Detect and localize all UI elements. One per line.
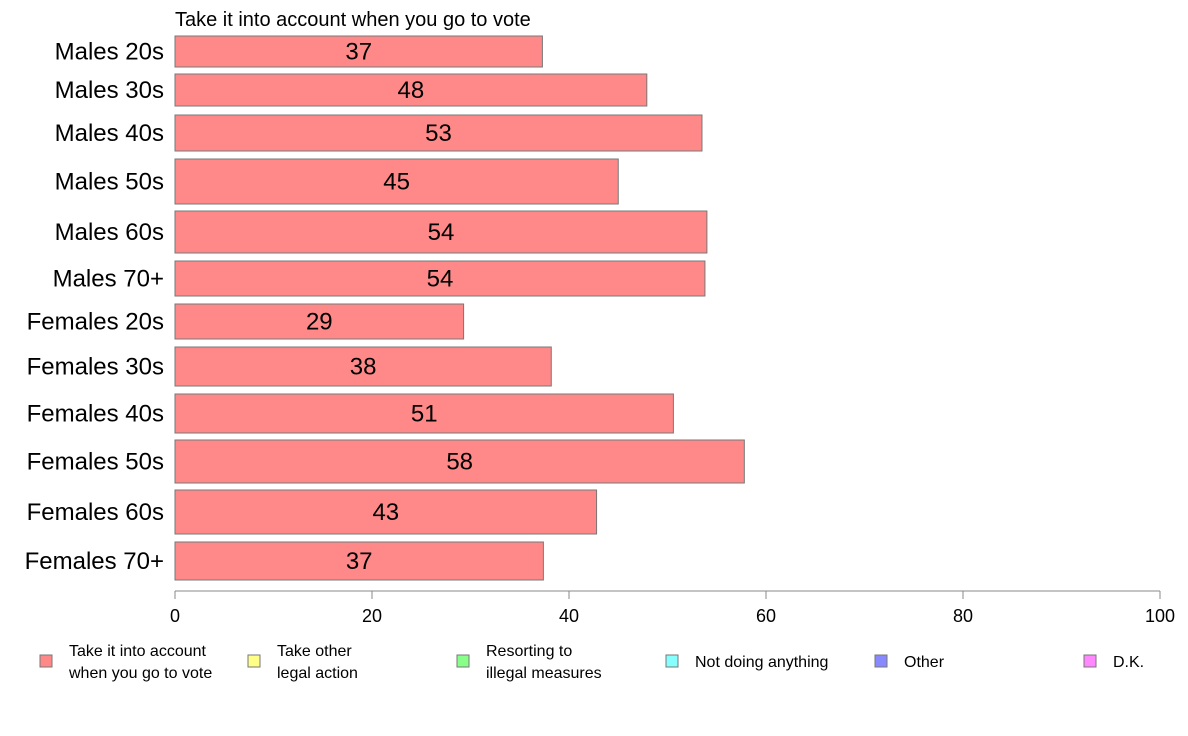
legend-label: Resorting to illegal measures	[486, 643, 602, 682]
bar-segment	[174, 260, 706, 297]
data-label: 54	[428, 219, 455, 246]
legend-label: Take it into account when you go to vote	[68, 643, 212, 682]
x-tick-label: 40	[559, 606, 579, 626]
legend-label: Take other legal action	[277, 643, 358, 682]
category-label: Females 40s	[27, 401, 164, 428]
legend-label: Other	[904, 654, 945, 671]
bar-segment	[174, 346, 552, 387]
x-tick-label: 80	[953, 606, 973, 626]
x-axis: 0 20 40 60 80 100	[170, 590, 1175, 626]
bar-segment	[174, 158, 619, 205]
bar-segment	[174, 541, 544, 581]
legend-swatch	[39, 654, 53, 668]
category-label: Females 30s	[27, 354, 164, 381]
data-label: 29	[306, 309, 333, 336]
category-label: Females 70+	[25, 548, 164, 575]
legend-swatch	[247, 654, 261, 668]
x-tick-label: 20	[362, 606, 382, 626]
data-label: 43	[372, 499, 399, 526]
category-label: Females 50s	[27, 449, 164, 476]
bars: Males 20s 37 Males 30s 48 Males 40s 53 Males 5…	[25, 35, 745, 581]
x-tick-label: 100	[1145, 606, 1175, 626]
data-label: 53	[425, 120, 452, 147]
data-label: 37	[345, 39, 372, 66]
legend: Take it into account when you go to vote T…	[39, 643, 1144, 682]
x-tick-label: 60	[756, 606, 776, 626]
legend-label: D.K.	[1113, 654, 1144, 671]
category-label: Males 40s	[55, 120, 164, 147]
data-label: 48	[398, 77, 425, 104]
category-label: Males 60s	[55, 219, 164, 246]
data-label: 51	[411, 401, 438, 428]
series-header: Take it into account when you go to vote	[175, 9, 531, 31]
bar-segment	[174, 210, 708, 254]
category-label: Males 20s	[55, 39, 164, 66]
x-tick-label: 0	[170, 606, 180, 626]
data-label: 38	[350, 354, 377, 381]
bar-segment	[174, 73, 648, 107]
category-label: Females 20s	[27, 309, 164, 336]
data-label: 54	[427, 266, 454, 293]
data-label: 37	[346, 548, 373, 575]
bar-segment	[174, 35, 543, 68]
bar-segment	[174, 303, 465, 340]
category-label: Males 50s	[55, 169, 164, 196]
category-label: Males 30s	[55, 77, 164, 104]
legend-swatch	[456, 654, 470, 668]
bar-segment	[174, 393, 674, 434]
data-label: 45	[383, 169, 410, 196]
data-label: 58	[446, 449, 473, 476]
category-label: Males 70+	[53, 266, 164, 293]
legend-swatch	[1083, 654, 1097, 668]
bar-segment	[174, 114, 703, 152]
category-label: Females 60s	[27, 499, 164, 526]
legend-label: Not doing anything	[695, 654, 828, 671]
legend-swatch	[665, 654, 679, 668]
bar-segment	[174, 489, 598, 535]
legend-swatch	[874, 654, 888, 668]
bar-segment	[174, 439, 745, 484]
